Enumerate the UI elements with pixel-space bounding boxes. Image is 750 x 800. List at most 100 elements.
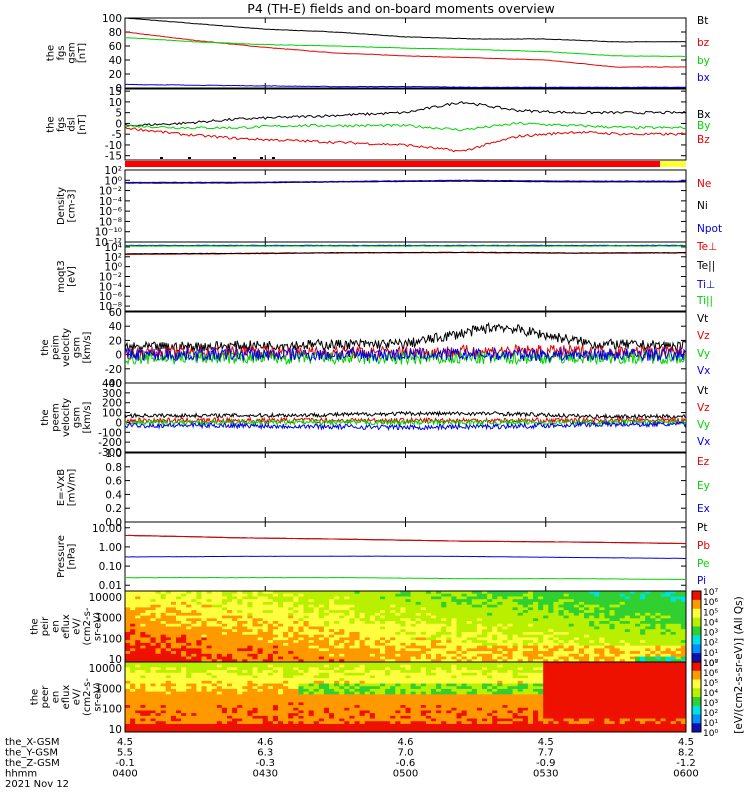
spectrogram-cell [431, 615, 437, 619]
spectrogram-cell [461, 659, 468, 663]
spectrogram-cell [456, 612, 462, 616]
spectrogram-cell [665, 599, 672, 603]
spectrogram-cell [400, 623, 406, 627]
spectrogram-cell [242, 694, 248, 698]
spectrogram-cell [512, 618, 519, 622]
spectrogram-cell [252, 591, 258, 595]
spectrogram-cell [201, 683, 207, 687]
spectrogram-cell [619, 631, 626, 636]
spectrogram-cell [604, 612, 610, 616]
spectrogram-cell [283, 664, 289, 668]
spectrogram-cell [257, 715, 264, 719]
spectrogram-cell [548, 631, 554, 636]
spectrogram-cell [267, 599, 274, 603]
spectrogram-cell [283, 596, 289, 600]
spectrogram-cell [150, 729, 156, 733]
spectrogram-cell [390, 599, 396, 603]
spectrogram-cell [436, 601, 442, 606]
spectrogram-cell [635, 610, 641, 614]
spectrogram-cell [170, 607, 177, 611]
spectrogram-cell [140, 593, 146, 597]
spectrogram-cell [242, 710, 248, 714]
spectrogram-cell [497, 645, 503, 649]
spectrogram-cell [339, 713, 345, 717]
spectrogram-cell [425, 631, 432, 636]
spectrogram-cell [400, 686, 406, 690]
spectrogram-cell [425, 726, 432, 730]
spectrogram-cell [298, 596, 304, 600]
spectrogram-cell [313, 653, 320, 657]
spectrogram-cell [165, 607, 172, 611]
spectrogram-cell [237, 713, 243, 717]
spectrogram-cell [492, 637, 498, 641]
spectrogram-cell [629, 640, 636, 644]
spectrogram-cell [303, 601, 309, 606]
spectrogram-cell [558, 593, 564, 597]
spectrogram-cell [650, 599, 656, 603]
y-tick-label: -5 [112, 129, 122, 141]
spectrogram-cell [645, 593, 651, 597]
spectrogram-cell [191, 688, 197, 693]
spectrogram-cell [288, 680, 294, 684]
spectrogram-cell [650, 637, 656, 641]
spectrogram-cell [140, 686, 146, 690]
spectrogram-cell [313, 691, 320, 695]
spectrogram-cell [410, 637, 417, 641]
spectrogram-cell [482, 626, 488, 630]
spectrogram-cell [502, 593, 508, 597]
spectrogram-cell [257, 707, 264, 711]
spectrogram-cell [410, 596, 417, 600]
spectrogram-cell [604, 656, 610, 660]
spectrogram-cell [232, 651, 238, 655]
spectrogram-cell [135, 699, 141, 703]
spectrogram-cell [441, 672, 447, 676]
spectrogram-cell [420, 599, 427, 603]
spectrogram-cell [466, 659, 473, 663]
spectrogram-cell [400, 593, 406, 597]
spectrogram-cell [461, 672, 468, 676]
spectrogram-cell [578, 634, 585, 638]
spectrogram-cell [436, 697, 442, 701]
spectrogram-cell [221, 659, 228, 663]
spectrogram-cell [272, 662, 279, 666]
spectrogram-cell [420, 710, 427, 714]
spectrogram-cell [385, 670, 391, 674]
spectrogram-cell [364, 629, 371, 633]
spectrogram-cell [655, 601, 661, 606]
spectrogram-cell [130, 683, 136, 687]
spectrogram-cell [497, 640, 503, 644]
spectrogram-cell [196, 591, 202, 595]
spectrogram-cell [563, 621, 570, 625]
spectrogram-cell [604, 640, 610, 644]
spectrogram-cell [527, 640, 534, 644]
spectrogram-cell [329, 686, 335, 690]
spectrogram-cell [609, 648, 615, 652]
y-tick-label: 10 [109, 97, 122, 109]
spectrogram-cell [374, 623, 381, 627]
spectrogram-cell [461, 601, 468, 606]
spectrogram-cell [247, 601, 253, 606]
spectrogram-cell [242, 697, 248, 701]
y-axis-label: peir [40, 616, 51, 636]
spectrogram-cell [201, 715, 207, 719]
spectrogram-cell [140, 713, 146, 717]
spectrogram-cell [125, 642, 131, 647]
spectrogram-cell [288, 621, 294, 625]
spectrogram-cell [466, 642, 473, 647]
spectrogram-cell [425, 610, 432, 614]
spectrogram-cell [252, 702, 258, 706]
spectrogram-cell [436, 656, 442, 660]
spectrogram-cell [252, 637, 258, 641]
figure-title: P4 (TH-E) fields and on-board moments ov… [247, 1, 554, 16]
spectrogram-cell [262, 653, 269, 657]
spectrogram-cell [461, 631, 468, 636]
spectrogram-cell [221, 612, 228, 616]
spectrogram-cell [135, 593, 141, 597]
spectrogram-cell [227, 626, 233, 630]
spectrogram-cell [415, 659, 422, 663]
spectrogram-cell [140, 599, 146, 603]
spectrogram-cell [247, 718, 253, 722]
spectrogram-cell [425, 662, 432, 666]
spectrogram-cell [303, 723, 309, 728]
spectrogram-cell [400, 707, 406, 711]
